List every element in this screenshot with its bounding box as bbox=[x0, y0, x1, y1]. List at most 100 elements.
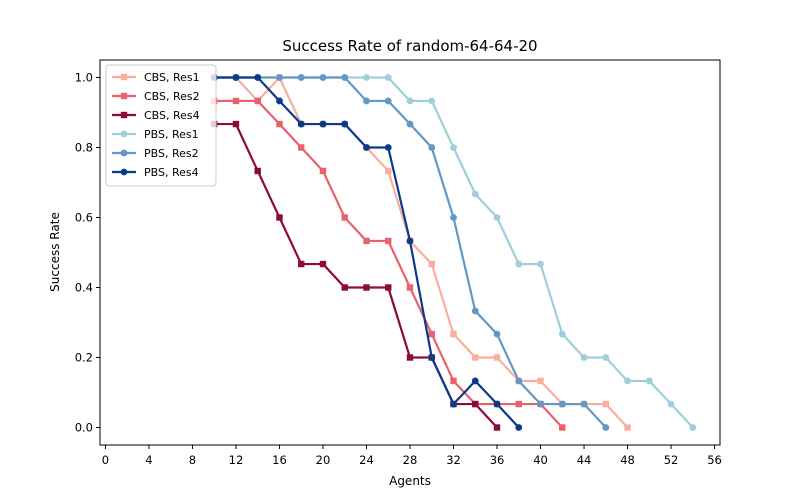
data-point bbox=[450, 400, 457, 408]
data-point bbox=[232, 74, 240, 81]
data-point bbox=[493, 400, 501, 408]
series-pbs-res4 bbox=[210, 74, 523, 431]
data-point bbox=[515, 377, 523, 385]
data-point bbox=[472, 400, 479, 408]
data-point bbox=[428, 144, 436, 151]
data-point bbox=[428, 97, 436, 105]
data-point bbox=[624, 377, 631, 385]
legend-marker bbox=[120, 111, 128, 119]
data-point bbox=[254, 74, 262, 81]
data-point bbox=[493, 330, 501, 338]
data-point bbox=[558, 400, 566, 408]
x-tick-label: 52 bbox=[664, 453, 679, 467]
series-cbs-res1 bbox=[211, 74, 631, 431]
data-point bbox=[298, 144, 305, 151]
legend-label: CBS, Res2 bbox=[144, 90, 200, 103]
data-point bbox=[363, 237, 370, 245]
y-tick-label: 0.0 bbox=[75, 421, 93, 435]
data-point bbox=[319, 74, 327, 81]
data-point bbox=[341, 214, 348, 221]
legend-label: PBS, Res2 bbox=[144, 147, 199, 160]
data-point bbox=[471, 377, 479, 385]
legend-item: PBS, Res4 bbox=[112, 166, 199, 179]
x-axis-label: Agents bbox=[389, 474, 431, 488]
data-point bbox=[493, 424, 501, 431]
legend-label: CBS, Res1 bbox=[144, 71, 200, 84]
data-point bbox=[232, 120, 240, 128]
legend-item: CBS, Res1 bbox=[112, 71, 200, 84]
x-tick-label: 36 bbox=[490, 453, 505, 467]
series-line-pbs-res2 bbox=[214, 76, 607, 429]
data-point bbox=[319, 167, 327, 175]
legend: CBS, Res1 CBS, Res2 CBS, Res4 PBS, Res1 PBS,… bbox=[105, 64, 217, 187]
x-tick-label: 12 bbox=[229, 453, 244, 467]
data-point bbox=[319, 120, 327, 128]
data-point bbox=[471, 190, 479, 198]
data-point bbox=[624, 424, 631, 431]
series-line-cbs-res1 bbox=[214, 76, 629, 429]
data-point bbox=[537, 377, 544, 385]
data-point bbox=[232, 97, 240, 105]
legend-label: CBS, Res4 bbox=[144, 109, 200, 122]
data-point bbox=[385, 167, 392, 175]
y-axis-label: Success Rate bbox=[48, 212, 62, 292]
data-point bbox=[689, 424, 697, 431]
axis-ticks: 0 4 8 12 16 20 24 28 32 36 40 44 48 52 560.00.20.40.60… bbox=[75, 71, 722, 468]
data-point bbox=[667, 400, 675, 408]
data-point bbox=[385, 237, 392, 245]
data-point bbox=[515, 400, 522, 408]
data-point bbox=[428, 354, 436, 361]
x-tick-label: 48 bbox=[620, 453, 635, 467]
data-point bbox=[515, 424, 523, 431]
x-tick-label: 16 bbox=[272, 453, 287, 467]
data-point bbox=[276, 214, 283, 221]
data-point bbox=[406, 284, 414, 291]
y-tick-label: 0.2 bbox=[75, 351, 93, 365]
x-tick-label: 24 bbox=[359, 453, 374, 467]
x-tick-label: 56 bbox=[707, 453, 722, 467]
y-tick-label: 1.0 bbox=[75, 71, 93, 85]
legend-marker bbox=[120, 130, 128, 138]
data-point bbox=[450, 214, 457, 221]
x-tick-label: 32 bbox=[446, 453, 461, 467]
legend-item: PBS, Res1 bbox=[112, 128, 199, 141]
data-point bbox=[254, 97, 261, 105]
legend-marker bbox=[120, 168, 128, 176]
y-tick-label: 0.4 bbox=[75, 281, 93, 295]
data-point bbox=[319, 260, 327, 268]
data-point bbox=[602, 424, 610, 431]
data-point bbox=[276, 97, 283, 105]
data-point bbox=[385, 284, 392, 291]
plot-area bbox=[210, 74, 697, 431]
data-point bbox=[471, 307, 479, 315]
data-point bbox=[602, 400, 609, 408]
data-point bbox=[450, 330, 457, 338]
data-point bbox=[472, 354, 479, 361]
data-point bbox=[450, 144, 457, 151]
data-point bbox=[493, 354, 501, 361]
y-tick-label: 0.6 bbox=[75, 211, 93, 225]
data-point bbox=[384, 97, 392, 105]
data-point bbox=[341, 74, 349, 81]
x-tick-label: 28 bbox=[403, 453, 418, 467]
data-point bbox=[406, 97, 414, 105]
legend-label: PBS, Res1 bbox=[144, 128, 199, 141]
series-pbs-res2 bbox=[210, 74, 610, 431]
legend-item: CBS, Res4 bbox=[112, 109, 200, 122]
data-point bbox=[537, 260, 544, 268]
data-point bbox=[341, 120, 349, 128]
data-point bbox=[384, 144, 392, 151]
y-tick-label: 0.8 bbox=[75, 141, 93, 155]
data-point bbox=[537, 400, 544, 408]
data-point bbox=[515, 260, 523, 268]
data-point bbox=[384, 74, 392, 81]
data-point bbox=[645, 377, 653, 385]
legend-label: PBS, Res4 bbox=[144, 166, 199, 179]
data-point bbox=[406, 237, 414, 245]
data-point bbox=[298, 260, 305, 268]
series-line-pbs-res4 bbox=[214, 76, 520, 429]
data-point bbox=[580, 400, 588, 408]
data-point bbox=[428, 330, 435, 338]
data-point bbox=[559, 424, 566, 431]
